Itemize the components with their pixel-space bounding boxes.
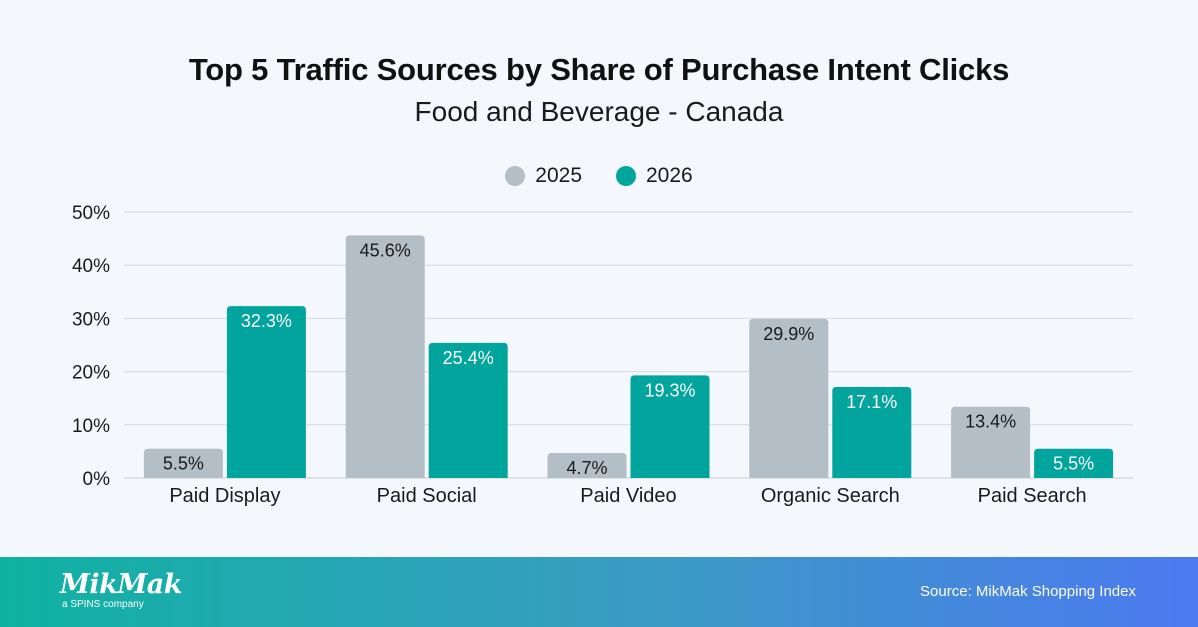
legend-label-2026: 2026 — [646, 164, 693, 187]
mikmak-logo: MikMak a SPINS company — [60, 571, 182, 611]
legend-swatch-2026 — [616, 166, 636, 186]
x-tick-label: Paid Display — [169, 485, 280, 507]
data-label: 45.6% — [360, 240, 411, 260]
chart-subtitle: Food and Beverage - Canada — [414, 96, 784, 127]
y-tick-label: 0% — [83, 469, 111, 490]
chart-title: Top 5 Traffic Sources by Share of Purcha… — [188, 52, 1010, 87]
bar-2025 — [749, 318, 829, 478]
legend-item-2025: 2025 — [505, 164, 582, 188]
x-tick-label: Paid Search — [978, 485, 1087, 507]
data-label: 32.3% — [241, 311, 292, 331]
data-label: 4.7% — [566, 458, 607, 478]
y-tick-label: 50% — [72, 203, 110, 224]
legend-item-2026: 2026 — [616, 164, 693, 188]
legend-label-2025: 2025 — [535, 164, 582, 187]
x-tick-label: Paid Video — [580, 485, 676, 507]
bar-2025 — [547, 452, 627, 478]
y-tick-label: 30% — [72, 309, 110, 330]
data-label: 29.9% — [763, 324, 814, 344]
bar-2026 — [428, 342, 508, 478]
logo-wordmark: MikMak — [60, 569, 182, 600]
data-label: 13.4% — [965, 412, 1016, 432]
legend-swatch-2025 — [505, 166, 526, 186]
data-label: 5.5% — [163, 454, 204, 474]
y-tick-label: 40% — [72, 256, 110, 277]
bar-2026 — [226, 306, 306, 478]
y-tick-label: 10% — [72, 416, 110, 437]
bar-2025 — [951, 406, 1031, 478]
bar-2026 — [832, 387, 912, 478]
legend: 2025 2026 — [0, 164, 1198, 188]
bar-2026 — [1034, 448, 1114, 478]
bar-2026 — [630, 375, 710, 478]
data-label: 19.3% — [644, 380, 695, 400]
y-tick-label: 20% — [72, 363, 110, 384]
data-label: 5.5% — [1053, 454, 1094, 474]
bar-chart: 0% 10% 20% 30% 40% 50% 5.5% 32.3% Paid Display 45… — [72, 203, 1133, 507]
footer-banner: MikMak a SPINS company Source: MikMak Sh… — [0, 557, 1198, 627]
bar-2025 — [143, 448, 223, 478]
x-tick-label: Paid Social — [377, 485, 477, 507]
x-tick-label: Organic Search — [761, 485, 900, 507]
source-note: Source: MikMak Shopping Index — [920, 583, 1136, 600]
logo-tagline: a SPINS company — [62, 599, 144, 610]
bar-2025 — [345, 235, 425, 478]
data-label: 17.1% — [846, 392, 897, 412]
data-label: 25.4% — [443, 348, 494, 368]
